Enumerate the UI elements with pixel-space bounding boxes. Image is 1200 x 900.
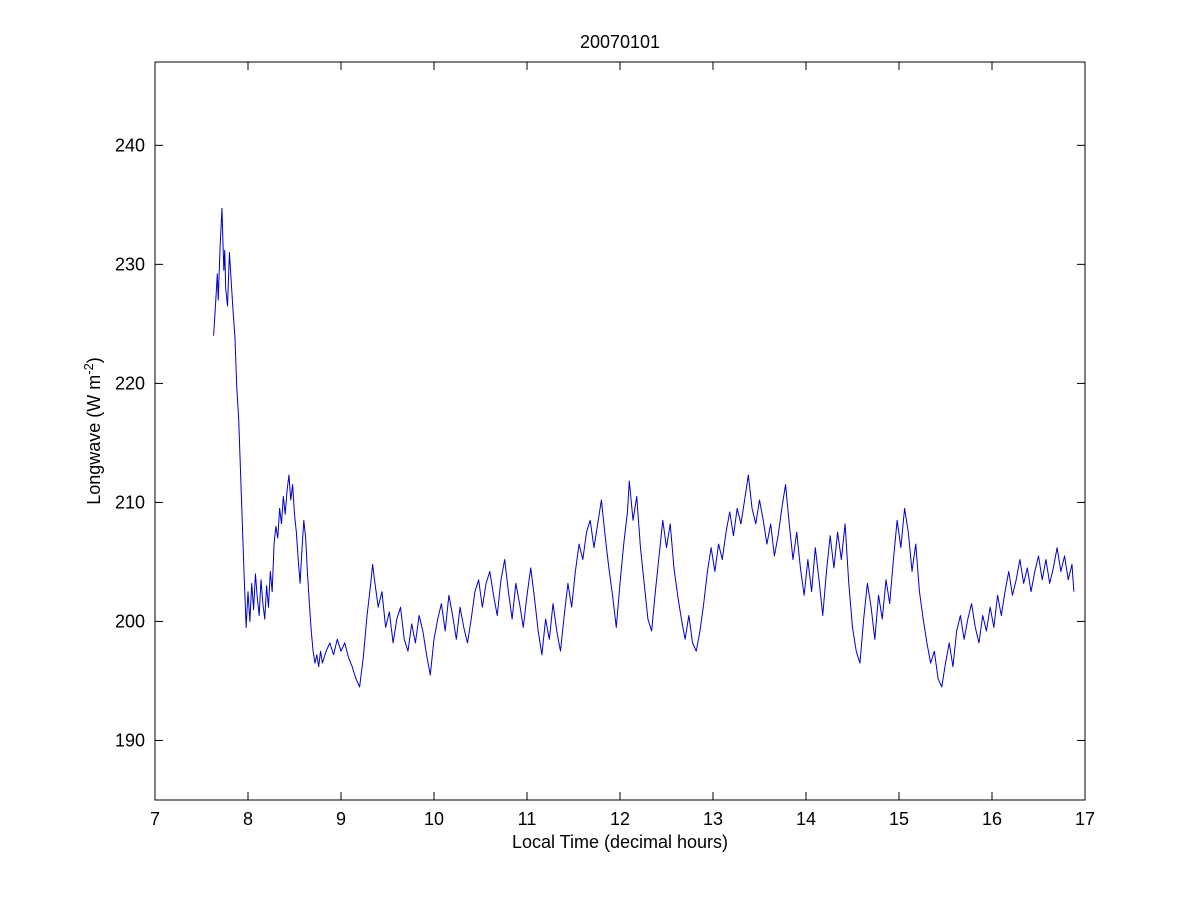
x-tick-label: 8 [243,809,253,829]
x-tick-label: 9 [336,809,346,829]
y-tick-label: 220 [115,373,145,393]
x-tick-label: 16 [982,809,1002,829]
x-axis-label: Local Time (decimal hours) [511,832,729,852]
x-tick-label: 12 [610,809,630,829]
y-axis-label: Longwave (W m-2) [81,357,105,505]
chart-title: 20070101 [579,32,661,52]
x-tick-label: 15 [889,809,909,829]
x-tick-label: 11 [518,809,537,829]
x-tick-label: 17 [1075,809,1095,829]
x-tick-label: 10 [424,809,444,829]
y-tick-label: 200 [115,611,145,631]
axes-box [154,61,1086,801]
y-tick-label: 210 [115,492,145,512]
y-tick-label: 240 [115,135,145,155]
y-tick-label: 230 [115,254,145,274]
data-line-longwave [213,207,1075,688]
y-tick-label: 190 [115,730,145,750]
x-tick-label: 14 [796,809,816,829]
x-tick-label: 13 [703,809,723,829]
y-axis-label-superscript: -2 [81,363,96,375]
y-axis-label-suffix: ) [84,357,104,364]
y-axis-label-text: Longwave (W m [84,374,104,505]
x-tick-label: 7 [150,809,160,829]
